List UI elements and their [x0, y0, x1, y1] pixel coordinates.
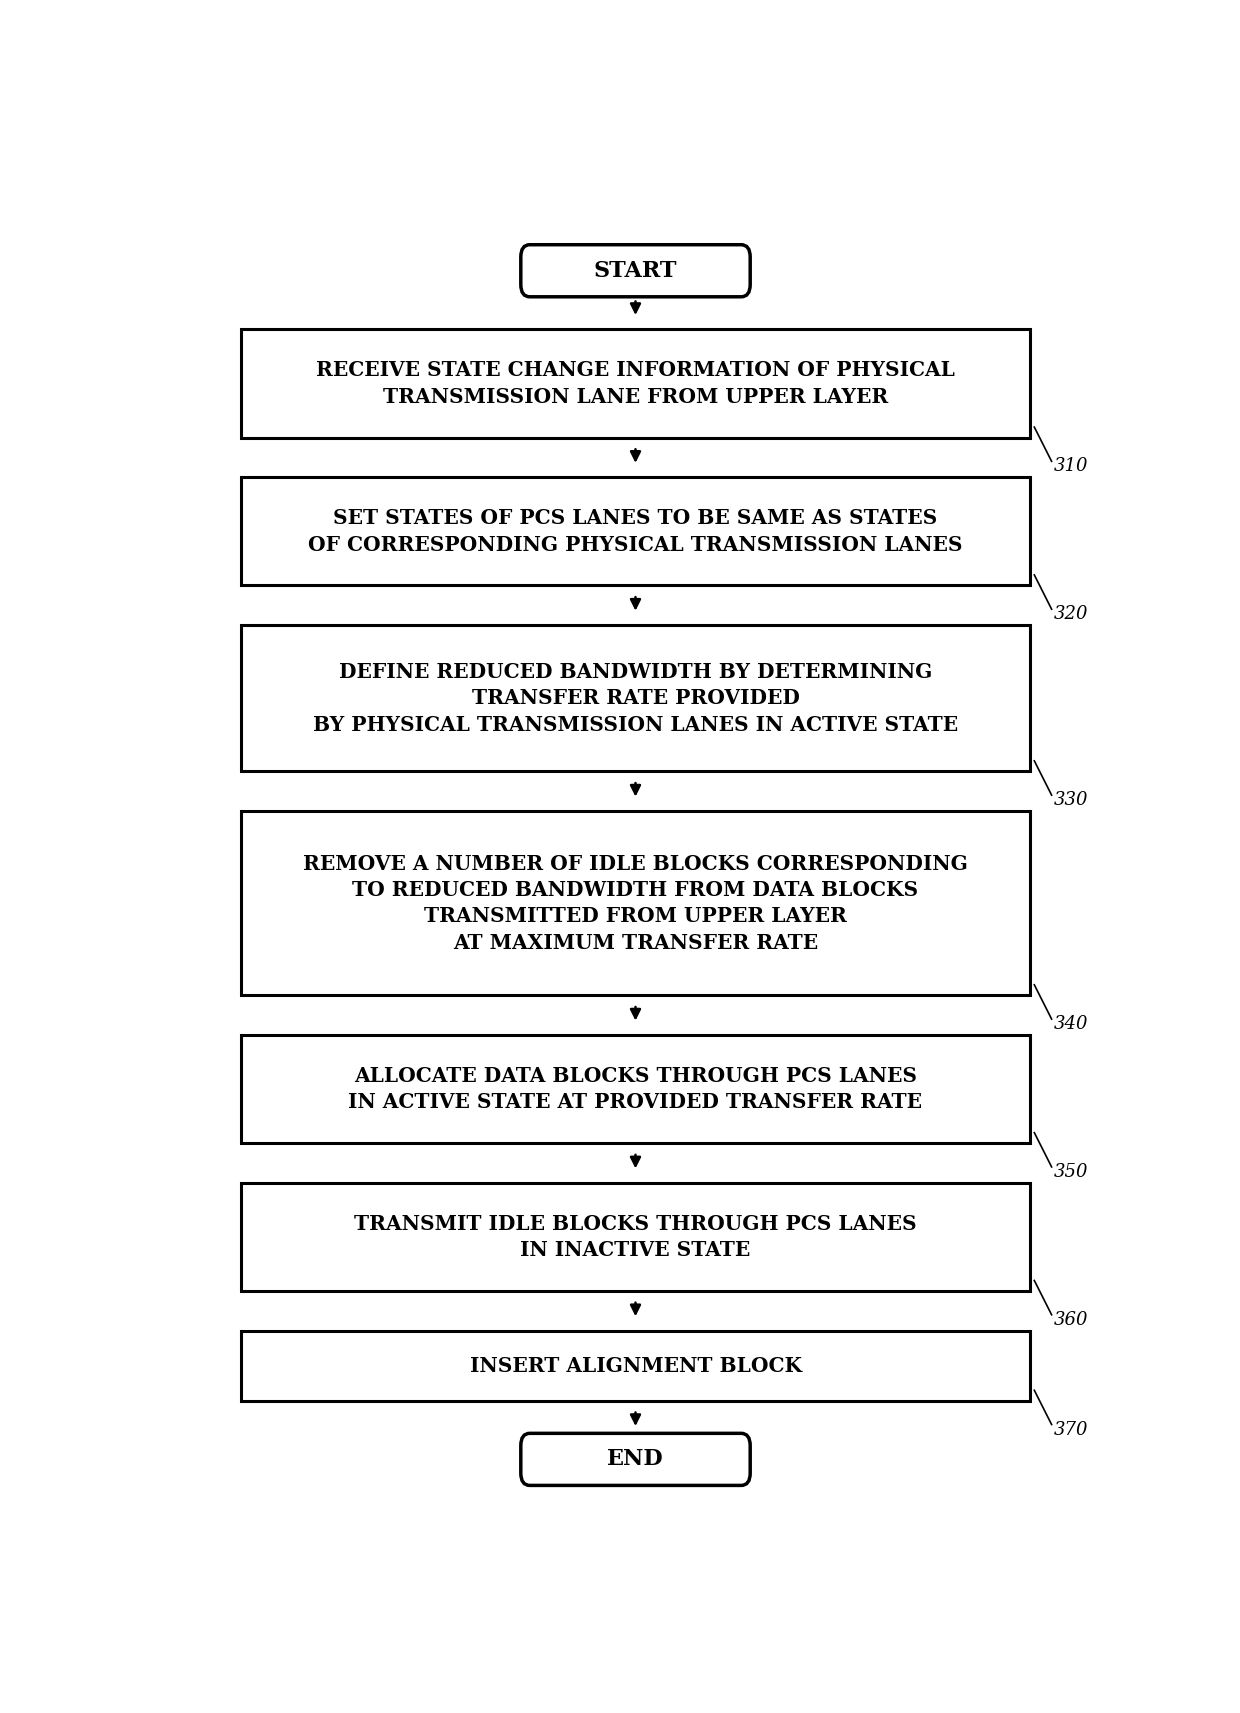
- Text: END: END: [608, 1449, 663, 1470]
- FancyBboxPatch shape: [242, 478, 1029, 586]
- FancyBboxPatch shape: [242, 810, 1029, 995]
- FancyBboxPatch shape: [242, 625, 1029, 771]
- Text: REMOVE A NUMBER OF IDLE BLOCKS CORRESPONDING
TO REDUCED BANDWIDTH FROM DATA BLOC: REMOVE A NUMBER OF IDLE BLOCKS CORRESPON…: [303, 853, 968, 952]
- Text: SET STATES OF PCS LANES TO BE SAME AS STATES
OF CORRESPONDING PHYSICAL TRANSMISS: SET STATES OF PCS LANES TO BE SAME AS ST…: [309, 509, 962, 555]
- FancyBboxPatch shape: [242, 1331, 1029, 1401]
- FancyBboxPatch shape: [242, 1035, 1029, 1143]
- FancyBboxPatch shape: [242, 329, 1029, 437]
- Text: ALLOCATE DATA BLOCKS THROUGH PCS LANES
IN ACTIVE STATE AT PROVIDED TRANSFER RATE: ALLOCATE DATA BLOCKS THROUGH PCS LANES I…: [348, 1065, 923, 1112]
- Text: DEFINE REDUCED BANDWIDTH BY DETERMINING
TRANSFER RATE PROVIDED
BY PHYSICAL TRANS: DEFINE REDUCED BANDWIDTH BY DETERMINING …: [312, 661, 959, 735]
- Text: START: START: [594, 260, 677, 281]
- Text: TRANSMIT IDLE BLOCKS THROUGH PCS LANES
IN INACTIVE STATE: TRANSMIT IDLE BLOCKS THROUGH PCS LANES I…: [355, 1215, 916, 1261]
- Text: 370: 370: [1054, 1420, 1087, 1439]
- Text: 350: 350: [1054, 1163, 1087, 1180]
- FancyBboxPatch shape: [521, 245, 750, 296]
- Text: 310: 310: [1054, 457, 1087, 476]
- Text: 340: 340: [1054, 1016, 1087, 1033]
- Text: 360: 360: [1054, 1310, 1087, 1329]
- Text: 320: 320: [1054, 605, 1087, 624]
- Text: 330: 330: [1054, 791, 1087, 809]
- FancyBboxPatch shape: [521, 1434, 750, 1485]
- Text: RECEIVE STATE CHANGE INFORMATION OF PHYSICAL
TRANSMISSION LANE FROM UPPER LAYER: RECEIVE STATE CHANGE INFORMATION OF PHYS…: [316, 360, 955, 406]
- FancyBboxPatch shape: [242, 1182, 1029, 1292]
- Text: INSERT ALIGNMENT BLOCK: INSERT ALIGNMENT BLOCK: [470, 1355, 801, 1376]
